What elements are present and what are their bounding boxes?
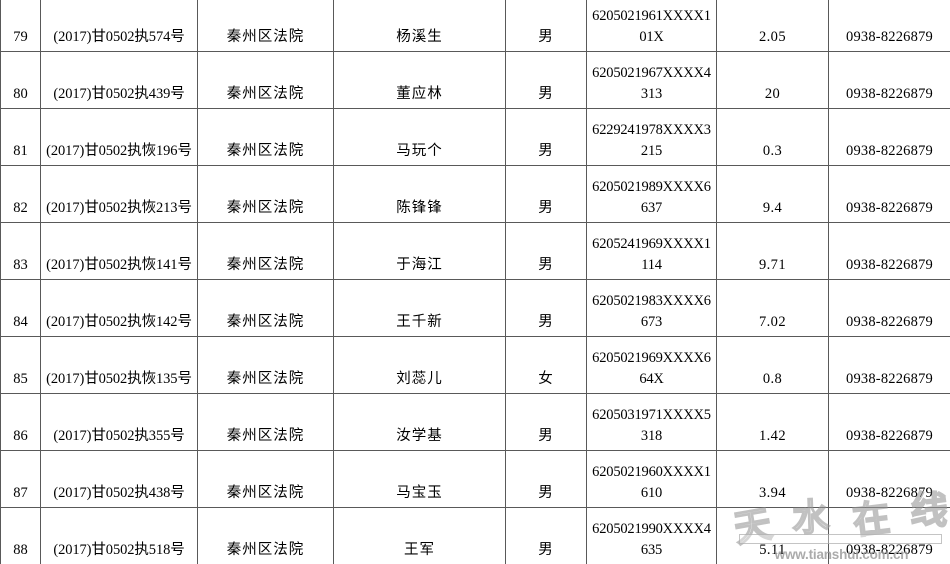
case-number: (2017)甘0502执355号: [40, 392, 198, 451]
contact-phone: 0938-8226879: [828, 164, 950, 223]
table-row[interactable]: 85 (2017)甘0502执恢135号 秦州区法院 刘蕊儿 女 6205021…: [0, 335, 950, 394]
id-number: 6205021960XXXX1610: [586, 449, 717, 508]
person-name: 陈锋锋: [333, 164, 506, 223]
table-row[interactable]: 81 (2017)甘0502执恢196号 秦州区法院 马玩个 男 6229241…: [0, 107, 950, 166]
claim-amount: 7.02: [716, 278, 829, 337]
claim-amount: 3.94: [716, 449, 829, 508]
row-index: 83: [0, 221, 41, 280]
table-row[interactable]: 83 (2017)甘0502执恢141号 秦州区法院 于海江 男 6205241…: [0, 221, 950, 280]
person-name: 马宝玉: [333, 449, 506, 508]
claim-amount: 0.3: [716, 107, 829, 166]
row-index: 81: [0, 107, 41, 166]
court-name: 秦州区法院: [197, 50, 334, 109]
id-number: 6229241978XXXX3215: [586, 107, 717, 166]
person-sex: 男: [505, 392, 587, 451]
contact-phone: 0938-8226879: [828, 335, 950, 394]
person-sex: 男: [505, 221, 587, 280]
row-index: 79: [0, 0, 41, 52]
court-name: 秦州区法院: [197, 0, 334, 52]
row-index: 85: [0, 335, 41, 394]
person-name: 王千新: [333, 278, 506, 337]
claim-amount: 20: [716, 50, 829, 109]
row-index: 82: [0, 164, 41, 223]
row-index: 88: [0, 506, 41, 564]
row-index: 80: [0, 50, 41, 109]
contact-phone: 0938-8226879: [828, 392, 950, 451]
contact-phone: 0938-8226879: [828, 449, 950, 508]
row-index: 84: [0, 278, 41, 337]
case-number: (2017)甘0502执518号: [40, 506, 198, 564]
person-sex: 男: [505, 164, 587, 223]
contact-phone: 0938-8226879: [828, 50, 950, 109]
id-number: 6205021989XXXX6637: [586, 164, 717, 223]
court-name: 秦州区法院: [197, 392, 334, 451]
case-number: (2017)甘0502执恢135号: [40, 335, 198, 394]
case-number: (2017)甘0502执恢141号: [40, 221, 198, 280]
person-sex: 男: [505, 506, 587, 564]
person-sex: 男: [505, 0, 587, 52]
id-number: 6205021983XXXX6673: [586, 278, 717, 337]
person-name: 杨溪生: [333, 0, 506, 52]
table-row[interactable]: 87 (2017)甘0502执438号 秦州区法院 马宝玉 男 62050219…: [0, 449, 950, 508]
person-name: 刘蕊儿: [333, 335, 506, 394]
contact-phone: 0938-8226879: [828, 221, 950, 280]
claim-amount: 2.05: [716, 0, 829, 52]
table-row[interactable]: 84 (2017)甘0502执恢142号 秦州区法院 王千新 男 6205021…: [0, 278, 950, 337]
table-row[interactable]: 80 (2017)甘0502执439号 秦州区法院 董应林 男 62050219…: [0, 50, 950, 109]
table-row[interactable]: 88 (2017)甘0502执518号 秦州区法院 王军 男 620502199…: [0, 506, 950, 564]
claim-amount: 0.8: [716, 335, 829, 394]
case-number: (2017)甘0502执439号: [40, 50, 198, 109]
id-number: 6205241969XXXX1114: [586, 221, 717, 280]
person-name: 于海江: [333, 221, 506, 280]
id-number: 6205031971XXXX5318: [586, 392, 717, 451]
court-name: 秦州区法院: [197, 221, 334, 280]
case-number: (2017)甘0502执恢213号: [40, 164, 198, 223]
person-name: 马玩个: [333, 107, 506, 166]
person-name: 董应林: [333, 50, 506, 109]
table-row[interactable]: 79 (2017)甘0502执574号 秦州区法院 杨溪生 男 62050219…: [0, 0, 950, 52]
claim-amount: 9.4: [716, 164, 829, 223]
contact-phone: 0938-8226879: [828, 278, 950, 337]
court-name: 秦州区法院: [197, 506, 334, 564]
person-sex: 女: [505, 335, 587, 394]
id-number: 6205021967XXXX4313: [586, 50, 717, 109]
table-row[interactable]: 82 (2017)甘0502执恢213号 秦州区法院 陈锋锋 男 6205021…: [0, 164, 950, 223]
table-row[interactable]: 86 (2017)甘0502执355号 秦州区法院 汝学基 男 62050319…: [0, 392, 950, 451]
id-number: 6205021969XXXX664X: [586, 335, 717, 394]
case-number: (2017)甘0502执恢142号: [40, 278, 198, 337]
court-name: 秦州区法院: [197, 449, 334, 508]
court-name: 秦州区法院: [197, 335, 334, 394]
case-number: (2017)甘0502执438号: [40, 449, 198, 508]
case-number: (2017)甘0502执恢196号: [40, 107, 198, 166]
id-number: 6205021990XXXX4635: [586, 506, 717, 564]
contact-phone: 0938-8226879: [828, 0, 950, 52]
person-name: 王军: [333, 506, 506, 564]
claim-amount: 5.11: [716, 506, 829, 564]
person-sex: 男: [505, 449, 587, 508]
row-index: 86: [0, 392, 41, 451]
case-number: (2017)甘0502执574号: [40, 0, 198, 52]
court-name: 秦州区法院: [197, 278, 334, 337]
person-name: 汝学基: [333, 392, 506, 451]
person-sex: 男: [505, 278, 587, 337]
claim-amount: 1.42: [716, 392, 829, 451]
person-sex: 男: [505, 107, 587, 166]
row-index: 87: [0, 449, 41, 508]
person-sex: 男: [505, 50, 587, 109]
id-number: 6205021961XXXX101X: [586, 0, 717, 52]
court-name: 秦州区法院: [197, 107, 334, 166]
claim-amount: 9.71: [716, 221, 829, 280]
court-name: 秦州区法院: [197, 164, 334, 223]
contact-phone: 0938-8226879: [828, 107, 950, 166]
contact-phone: 0938-8226879: [828, 506, 950, 564]
